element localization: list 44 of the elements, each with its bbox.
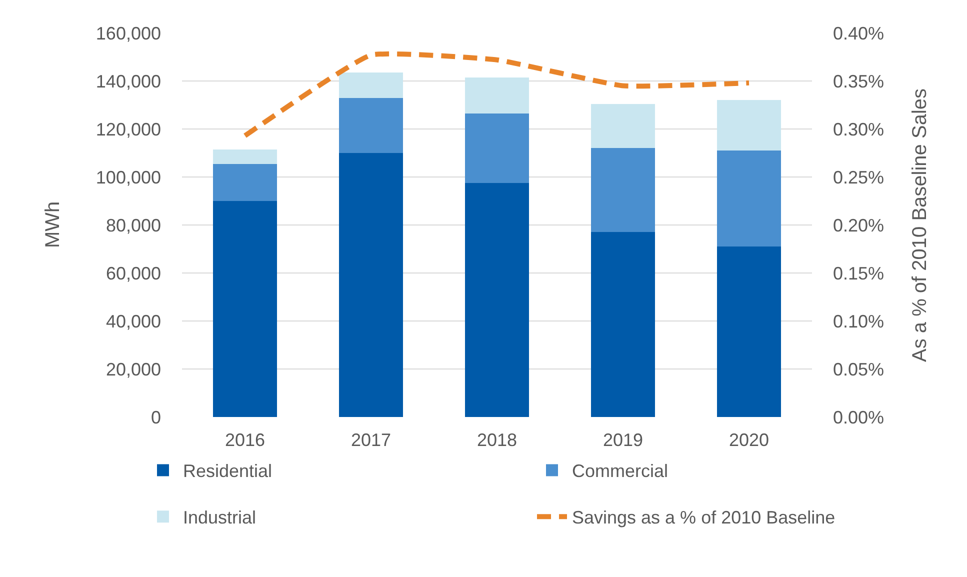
- y2-tick-label: 0.05%: [833, 359, 884, 380]
- x-tick-label: 2016: [224, 430, 266, 450]
- bar: [590, 104, 656, 148]
- y-tick-label: 120,000: [96, 119, 161, 140]
- y2-tick-label: 0.00%: [833, 407, 884, 428]
- bar: [338, 153, 404, 417]
- y-tick-label: 160,000: [96, 23, 161, 44]
- y-tick-label: 0: [150, 407, 161, 428]
- y-tick-label: 40,000: [106, 311, 161, 332]
- x-tick-label: 2018: [476, 430, 518, 450]
- y2-tick-label: 0.20%: [833, 215, 884, 236]
- y-tick-label: 60,000: [106, 263, 161, 284]
- bar: [212, 201, 278, 417]
- bar: [338, 98, 404, 153]
- bar: [464, 77, 530, 114]
- legend-label: Residential: [183, 461, 272, 482]
- y2-tick-label: 0.25%: [833, 167, 884, 188]
- y2-tick-label: 0.30%: [833, 119, 884, 140]
- y-tick-label: 80,000: [106, 215, 161, 236]
- y2-tick-label: 0.15%: [833, 263, 884, 284]
- x-tick-label: 2020: [728, 430, 770, 450]
- y-tick-label: 100,000: [96, 167, 161, 188]
- legend-label: Commercial: [572, 461, 668, 482]
- y-tick-label: 140,000: [96, 71, 161, 92]
- y2-tick-label: 0.35%: [833, 71, 884, 92]
- bar: [464, 183, 530, 417]
- y2-axis-title: As a % of 2010 Baseline Sales: [909, 88, 931, 362]
- bar: [716, 100, 782, 151]
- y-axis-title: MWh: [42, 201, 64, 248]
- x-tick-label: 2019: [602, 430, 644, 450]
- bar: [212, 149, 278, 164]
- x-tick-label: 2017: [350, 430, 392, 450]
- y-tick-label: 20,000: [106, 359, 161, 380]
- y2-tick-label: 0.10%: [833, 311, 884, 332]
- bar: [590, 148, 656, 232]
- y2-tick-label: 0.40%: [833, 23, 884, 44]
- bar: [716, 246, 782, 417]
- legend-label: Savings as a % of 2010 Baseline: [572, 508, 836, 528]
- bar: [590, 232, 656, 417]
- bar: [338, 72, 404, 98]
- bar: [464, 113, 530, 183]
- legend-label: Industrial: [183, 508, 256, 528]
- bar: [212, 164, 278, 201]
- bar: [716, 150, 782, 247]
